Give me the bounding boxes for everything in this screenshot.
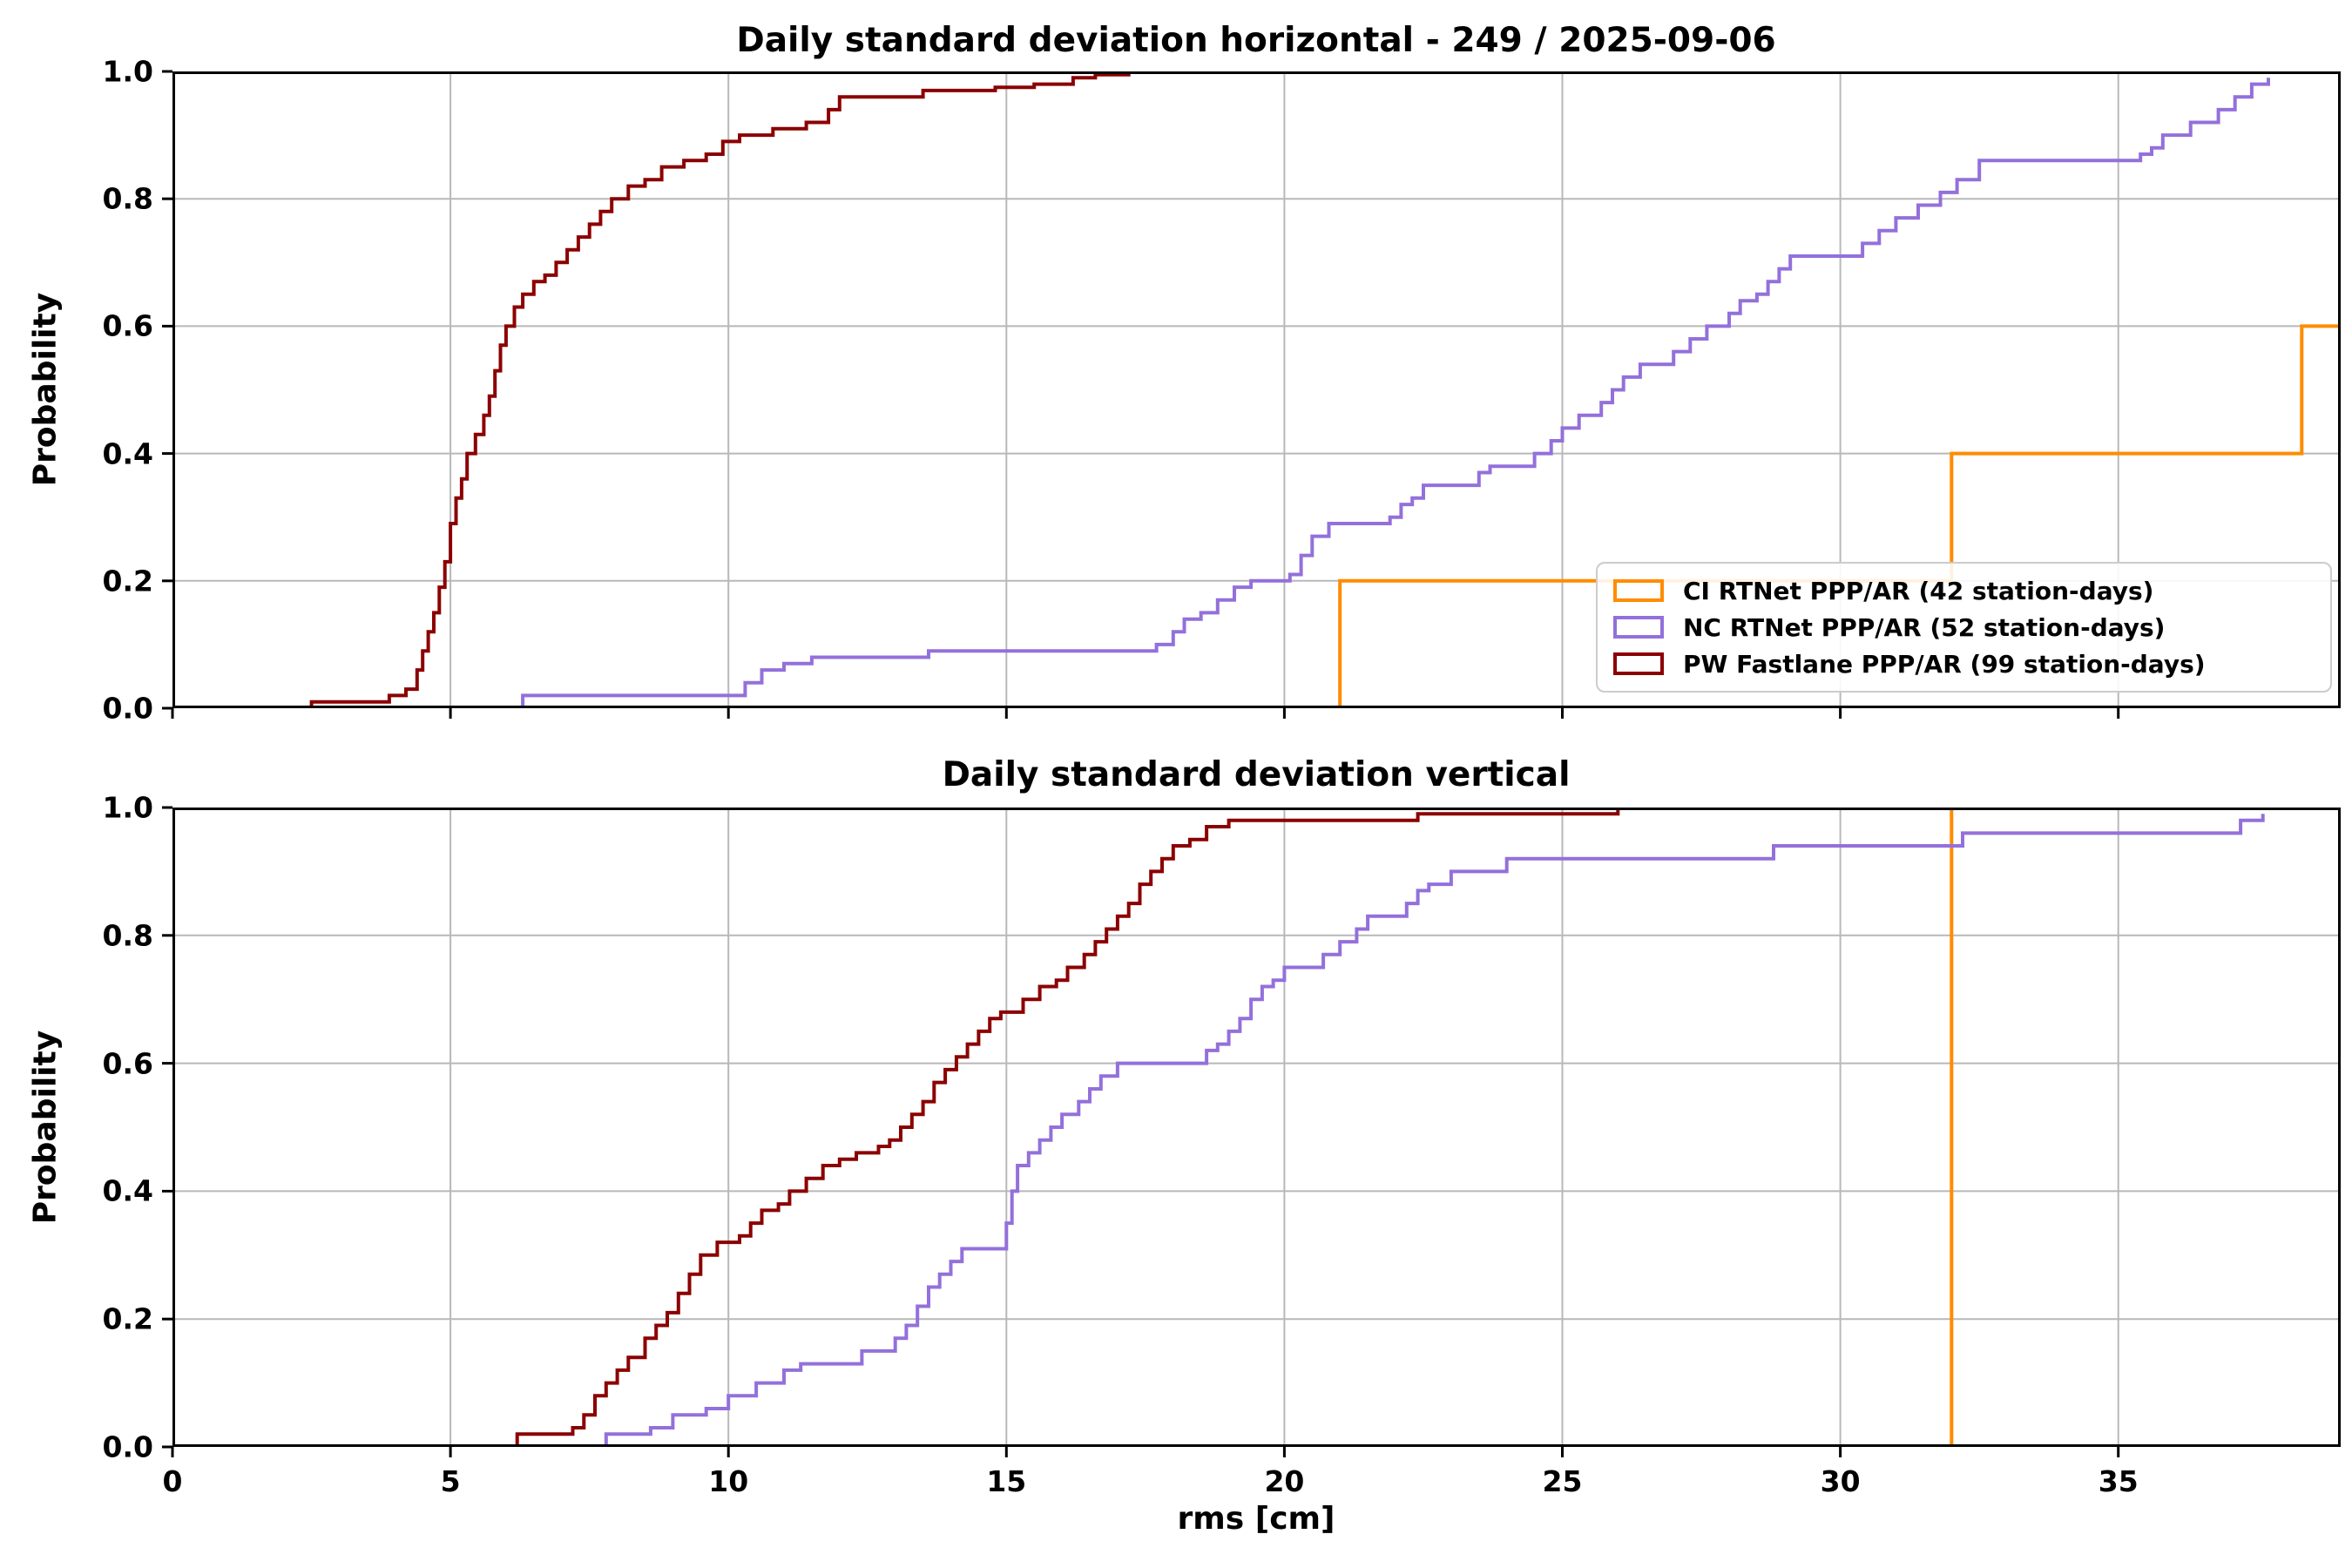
x-tick-label: 35 bbox=[2098, 1464, 2139, 1498]
legend-label-ci: CI RTNet PPP/AR (42 station-days) bbox=[1683, 576, 2154, 605]
y-tick-label: 0.6 bbox=[102, 308, 153, 343]
y-tick-label: 0.4 bbox=[102, 436, 153, 471]
series-line-0 bbox=[1338, 324, 2341, 708]
top-chart-title: Daily standard deviation horizontal - 24… bbox=[736, 21, 1776, 60]
series-line-1 bbox=[604, 814, 2265, 1447]
legend-swatch-pw-icon bbox=[1613, 652, 1664, 675]
x-tick-label: 10 bbox=[708, 1464, 749, 1498]
y-tick-label: 0.2 bbox=[102, 1301, 153, 1336]
y-tick-label: 1.0 bbox=[102, 790, 153, 825]
axes-spines bbox=[172, 808, 2341, 1447]
y-tick-label: 0.4 bbox=[102, 1173, 153, 1208]
y-tick-label: 1.0 bbox=[102, 54, 153, 89]
bottom-chart-plot-area: 0 5 10 15 20 25 30 35 0.0 0.2 0.4 0.6 0.8 1.0 bbox=[103, 791, 2341, 1498]
y-tick-label: 0.8 bbox=[102, 181, 153, 216]
y-tick-label: 0.0 bbox=[102, 691, 153, 726]
x-tick-label: 5 bbox=[440, 1464, 461, 1498]
x-tick-label: 20 bbox=[1264, 1464, 1305, 1498]
chart-canvas bbox=[162, 806, 2341, 1457]
bottom-chart-title: Daily standard deviation vertical bbox=[942, 755, 1571, 794]
x-tick-label: 0 bbox=[162, 1464, 183, 1498]
x-tick-label: 15 bbox=[986, 1464, 1027, 1498]
y-tick-label: 0.2 bbox=[102, 564, 153, 598]
top-chart-plot-area: 0.0 0.2 0.4 0.6 0.8 1.0 bbox=[103, 55, 2341, 726]
bottom-chart: Daily standard deviation vertical Probab… bbox=[28, 755, 2341, 1537]
legend: CI RTNet PPP/AR (42 station-days) NC RTN… bbox=[1596, 562, 2332, 693]
y-tick-label: 0.0 bbox=[102, 1429, 153, 1464]
legend-item-pw: PW Fastlane PPP/AR (99 station-days) bbox=[1613, 650, 2315, 679]
legend-item-nc: NC RTNet PPP/AR (52 station-days) bbox=[1613, 613, 2315, 642]
axes-spines bbox=[172, 71, 2341, 708]
series-line-2 bbox=[309, 71, 1131, 708]
bottom-chart-ylabel: Probability bbox=[27, 1030, 64, 1225]
x-tick-label: 25 bbox=[1542, 1464, 1583, 1498]
legend-label-pw: PW Fastlane PPP/AR (99 station-days) bbox=[1683, 649, 2206, 679]
legend-item-ci: CI RTNet PPP/AR (42 station-days) bbox=[1613, 577, 2315, 605]
top-chart-ylabel: Probability bbox=[27, 292, 64, 487]
y-tick-label: 0.6 bbox=[102, 1046, 153, 1081]
top-chart: Daily standard deviation horizontal - 24… bbox=[28, 21, 2341, 726]
legend-swatch-nc-icon bbox=[1613, 616, 1664, 639]
y-tick-label: 0.8 bbox=[102, 918, 153, 953]
series-line-1 bbox=[521, 78, 2270, 708]
legend-label-nc: NC RTNet PPP/AR (52 station-days) bbox=[1683, 612, 2166, 642]
series-line-2 bbox=[515, 808, 1620, 1447]
legend-swatch-ci-icon bbox=[1613, 579, 1664, 602]
chart-canvas bbox=[162, 70, 2341, 719]
x-tick-label: 30 bbox=[1820, 1464, 1861, 1498]
bottom-chart-xlabel: rms [cm] bbox=[1177, 1501, 1335, 1537]
